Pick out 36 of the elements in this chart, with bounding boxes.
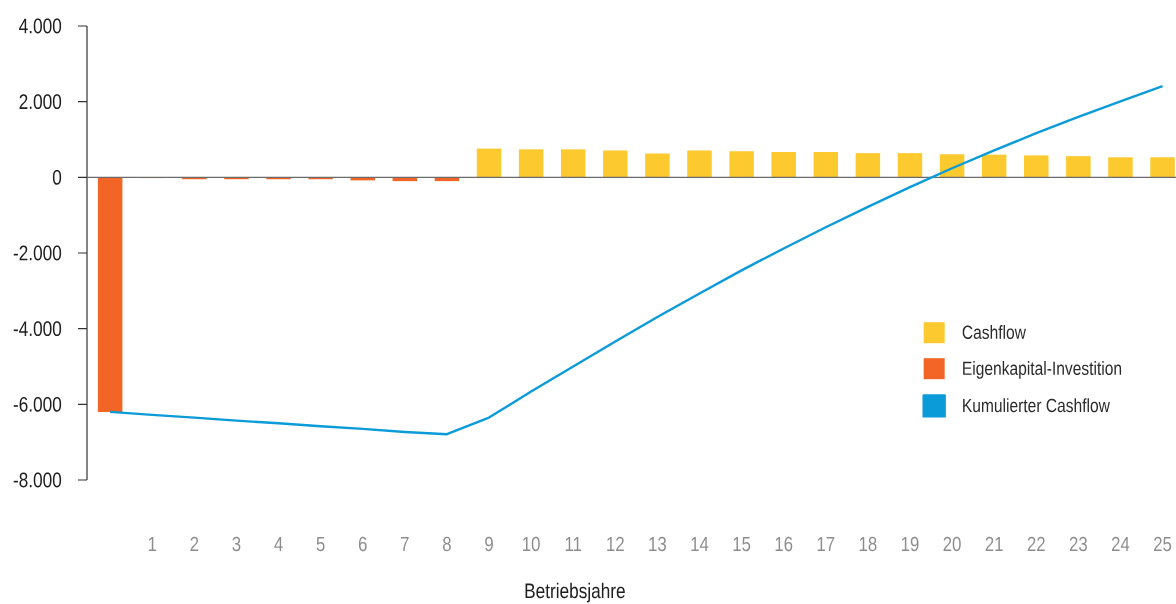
y-tick-label: -4.000 bbox=[13, 321, 62, 337]
x-tick-label: 9 bbox=[485, 536, 493, 552]
x-tick-label: 3 bbox=[232, 536, 241, 552]
x-tick-label: 19 bbox=[901, 536, 919, 552]
x-tick-label: 21 bbox=[985, 536, 1003, 551]
x-tick-label: 17 bbox=[817, 536, 835, 551]
x-tick-label: 6 bbox=[358, 536, 367, 552]
x-tick-label: 2 bbox=[190, 536, 199, 551]
y-tick-label: 0 bbox=[52, 169, 62, 185]
x-tick-label: 15 bbox=[733, 536, 751, 552]
y-tick-label: 2.000 bbox=[19, 94, 62, 110]
x-tick-label: 18 bbox=[859, 536, 877, 552]
x-tick-label: 11 bbox=[565, 536, 582, 551]
x-tick-label: 22 bbox=[1027, 536, 1045, 551]
x-tick-label: 24 bbox=[1111, 536, 1130, 551]
x-tick-label: 1 bbox=[148, 536, 157, 551]
x-tick-label: 10 bbox=[523, 536, 540, 552]
x-tick-label: 8 bbox=[442, 536, 451, 552]
legend-label: Kumulierter Cashflow bbox=[963, 398, 1110, 413]
legend-label: Eigenkapital-Investition bbox=[963, 361, 1122, 379]
legend-label: Cashflow bbox=[962, 325, 1026, 340]
x-tick-label: 14 bbox=[691, 536, 709, 551]
x-tick-label: 25 bbox=[1154, 536, 1172, 552]
y-tick-label: 4.000 bbox=[19, 18, 62, 34]
x-tick-label: 13 bbox=[649, 536, 667, 552]
y-tick-label: -8.000 bbox=[13, 472, 62, 488]
x-tick-label: 4 bbox=[274, 536, 283, 551]
y-tick-label: -6.000 bbox=[13, 396, 62, 412]
x-tick-label: 5 bbox=[316, 536, 325, 552]
x-tick-label: 20 bbox=[943, 536, 961, 552]
x-tick-label: 12 bbox=[607, 536, 624, 551]
x-tick-label: 23 bbox=[1069, 536, 1087, 552]
x-tick-label: 16 bbox=[775, 536, 793, 552]
x-tick-label: 7 bbox=[401, 536, 409, 551]
y-tick-label: -2.000 bbox=[13, 245, 62, 261]
x-axis-title: Betriebsjahre bbox=[525, 582, 625, 603]
